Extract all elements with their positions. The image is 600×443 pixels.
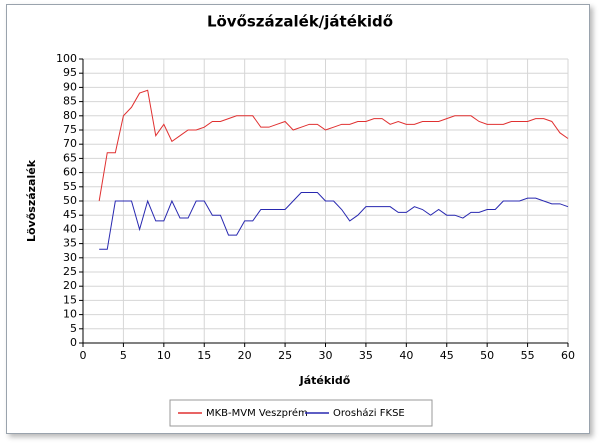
y-tick-label: 55 [63,180,77,193]
x-tick-label: 5 [120,349,127,362]
y-tick-label: 35 [63,237,77,250]
x-axis-label: Játékidő [299,374,351,387]
y-tick-label: 10 [63,308,77,321]
y-tick-label: 15 [63,293,77,306]
y-tick-label: 80 [63,109,77,122]
y-tick-label: 20 [63,279,77,292]
legend-label: Orosházi FKSE [333,407,405,419]
y-tick-label: 85 [63,95,77,108]
x-tick-label: 45 [440,349,454,362]
x-tick-label: 25 [278,349,292,362]
y-tick-label: 25 [63,265,77,278]
x-tick-label: 0 [80,349,87,362]
y-axis-label: Lövőszázalék [25,159,38,242]
x-tick-label: 15 [197,349,211,362]
y-tick-label: 40 [63,222,77,235]
y-tick-label: 50 [63,194,77,207]
x-tick-label: 50 [480,349,494,362]
y-tick-label: 75 [63,123,77,136]
y-tick-label: 100 [56,52,77,65]
series-line [99,191,569,250]
x-tick-label: 30 [319,349,333,362]
y-tick-label: 30 [63,251,77,264]
y-tick-label: 60 [63,166,77,179]
y-tick-label: 65 [63,151,77,164]
legend-label: MKB-MVM Veszprém [206,407,308,419]
y-tick-label: 90 [63,80,77,93]
y-tick-label: 5 [70,322,77,335]
y-tick-label: 45 [63,208,77,221]
x-tick-label: 40 [399,349,413,362]
y-tick-label: 70 [63,137,77,150]
y-tick-label: 0 [70,336,77,349]
legend-box [169,399,433,427]
series-line [98,89,569,202]
y-tick-label: 95 [63,66,77,79]
x-tick-label: 55 [521,349,535,362]
x-tick-label: 60 [561,349,575,362]
x-tick-label: 20 [238,349,252,362]
x-tick-label: 35 [359,349,373,362]
x-tick-label: 10 [157,349,171,362]
chart-title: Lövőszázalék/játékidő [207,13,393,31]
